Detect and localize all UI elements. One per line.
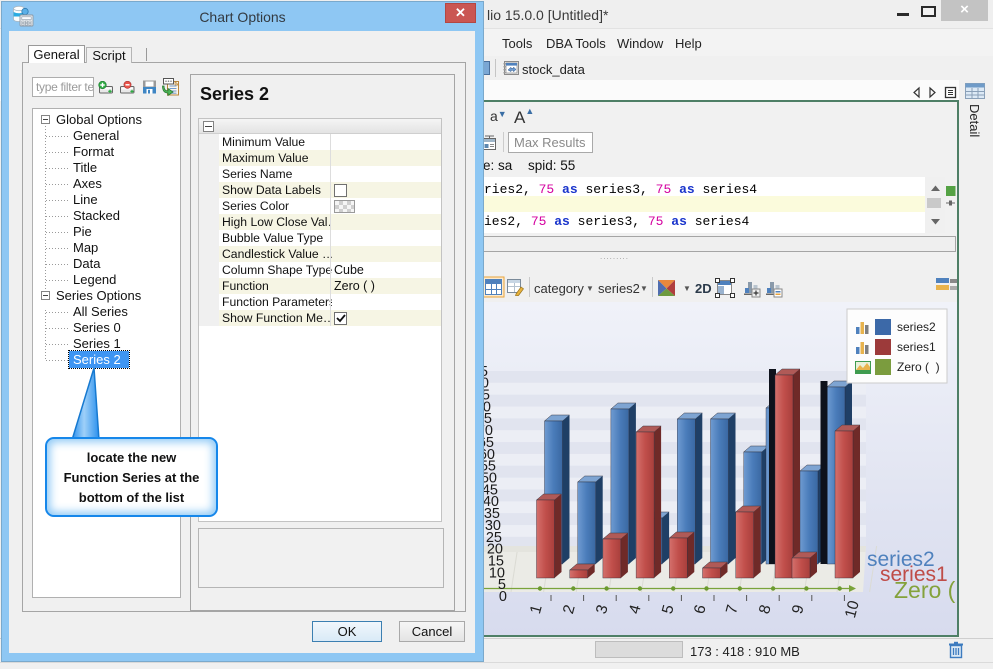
svg-text:35: 35 bbox=[484, 506, 500, 522]
svg-text:55: 55 bbox=[483, 459, 496, 475]
svg-text:series2: series2 bbox=[867, 548, 935, 571]
svg-text:0: 0 bbox=[499, 589, 507, 605]
svg-text:60: 60 bbox=[483, 447, 495, 463]
svg-text:70: 70 bbox=[483, 423, 493, 439]
svg-text:5: 5 bbox=[659, 603, 678, 616]
svg-text:1: 1 bbox=[527, 603, 546, 616]
svg-text:10: 10 bbox=[489, 565, 505, 581]
svg-text:20: 20 bbox=[487, 542, 503, 558]
svg-text:85: 85 bbox=[483, 388, 490, 404]
svg-text:6: 6 bbox=[691, 603, 710, 616]
svg-text:series1: series1 bbox=[880, 563, 948, 586]
svg-text:15: 15 bbox=[488, 554, 504, 570]
svg-text:series2: series2 bbox=[897, 320, 936, 334]
svg-text:40: 40 bbox=[483, 494, 499, 510]
svg-text:95: 95 bbox=[483, 364, 488, 380]
svg-text:90: 90 bbox=[483, 376, 489, 392]
svg-text:25: 25 bbox=[486, 530, 502, 546]
svg-text:30: 30 bbox=[485, 518, 501, 534]
svg-text:5: 5 bbox=[498, 577, 506, 593]
svg-text:75: 75 bbox=[483, 411, 492, 427]
svg-text:50: 50 bbox=[483, 471, 497, 487]
svg-text:8: 8 bbox=[756, 603, 775, 616]
svg-text:2: 2 bbox=[560, 603, 579, 616]
svg-text:10: 10 bbox=[842, 598, 863, 619]
svg-text:80: 80 bbox=[483, 399, 491, 415]
svg-text:45: 45 bbox=[483, 482, 498, 498]
svg-text:Zero (: Zero ( bbox=[894, 577, 956, 603]
svg-text:series1: series1 bbox=[897, 340, 936, 354]
svg-text:9: 9 bbox=[789, 603, 808, 616]
svg-text:3: 3 bbox=[593, 603, 612, 616]
svg-text:65: 65 bbox=[483, 435, 494, 451]
svg-text:Zero ( ): Zero ( ) bbox=[897, 360, 940, 374]
svg-text:7: 7 bbox=[723, 603, 742, 616]
